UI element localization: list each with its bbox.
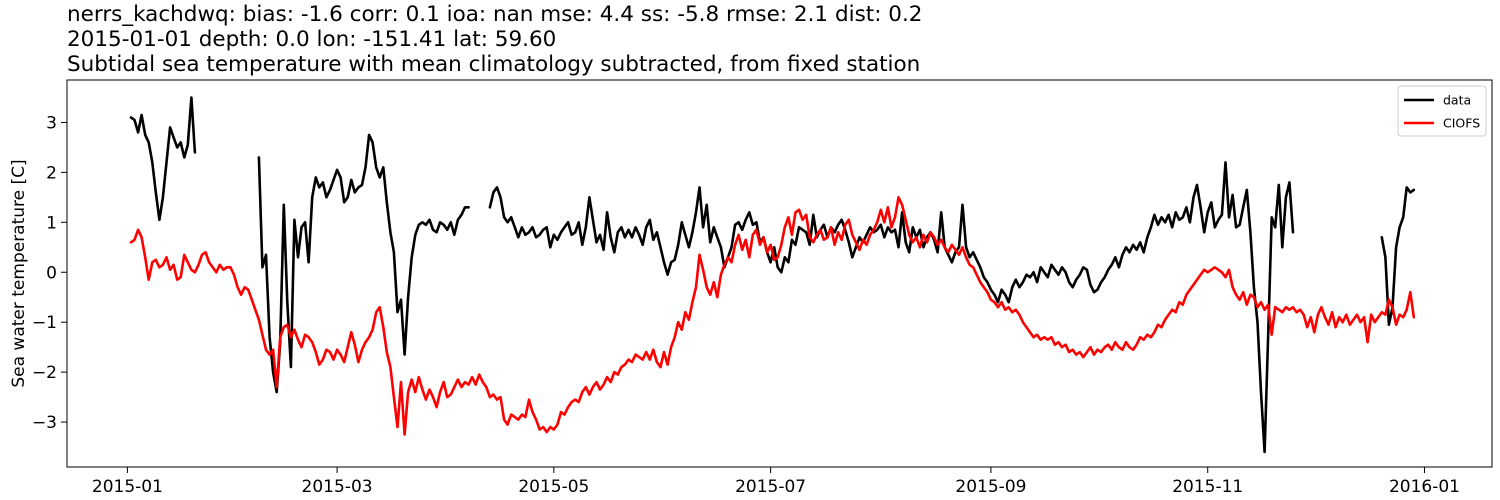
legend: data CIOFS: [1397, 85, 1487, 137]
y-tick-label: 0: [46, 263, 57, 283]
y-tick-label: 1: [46, 213, 57, 233]
legend-label-ciofs: CIOFS: [1443, 116, 1480, 131]
x-tick-label: 2015-09: [955, 477, 1026, 497]
x-tick-label: 2015-01: [92, 477, 163, 497]
x-tick-label: 2015-07: [735, 477, 806, 497]
series-line-data-segment-2: [257, 133, 470, 394]
y-tick-label: −2: [32, 363, 57, 383]
legend-label-data: data: [1443, 93, 1471, 108]
y-tick-label: 2: [46, 163, 57, 183]
series-line-data-segment-4: [1380, 186, 1416, 327]
series-line-data-segment-1: [129, 96, 197, 222]
y-tick-label: −3: [32, 413, 57, 433]
series-line-data-segment-3: [488, 161, 1295, 454]
x-tick-label: 2015-11: [1172, 477, 1243, 497]
chart-title-block: nerrs_kachdwq: bias: -1.6 corr: 0.1 ioa:…: [67, 2, 922, 77]
x-tick-label: 2016-01: [1389, 477, 1460, 497]
x-axis: 2015-01 2015-03 2015-05 2015-07 2015-09 2015-…: [92, 467, 1460, 497]
chart-stats-title: nerrs_kachdwq: bias: -1.6 corr: 0.1 ioa:…: [67, 2, 923, 27]
y-tick-label: 3: [46, 113, 57, 133]
plot-area-frame: [66, 79, 1493, 468]
chart-description-title: Subtidal sea temperature with mean clima…: [67, 52, 921, 77]
x-tick-label: 2015-05: [518, 477, 589, 497]
series-line-ciofs-segment-1: [129, 196, 1416, 436]
y-tick-label: −1: [32, 313, 57, 333]
series-layer: [129, 96, 1416, 454]
x-tick-label: 2015-03: [302, 477, 373, 497]
y-axis-label: Sea water temperature [C]: [9, 159, 29, 387]
y-axis: −3 −2 −1 0 1 2 3: [32, 113, 67, 433]
chart-location-title: 2015-01-01 depth: 0.0 lon: -151.41 lat: …: [67, 27, 557, 52]
